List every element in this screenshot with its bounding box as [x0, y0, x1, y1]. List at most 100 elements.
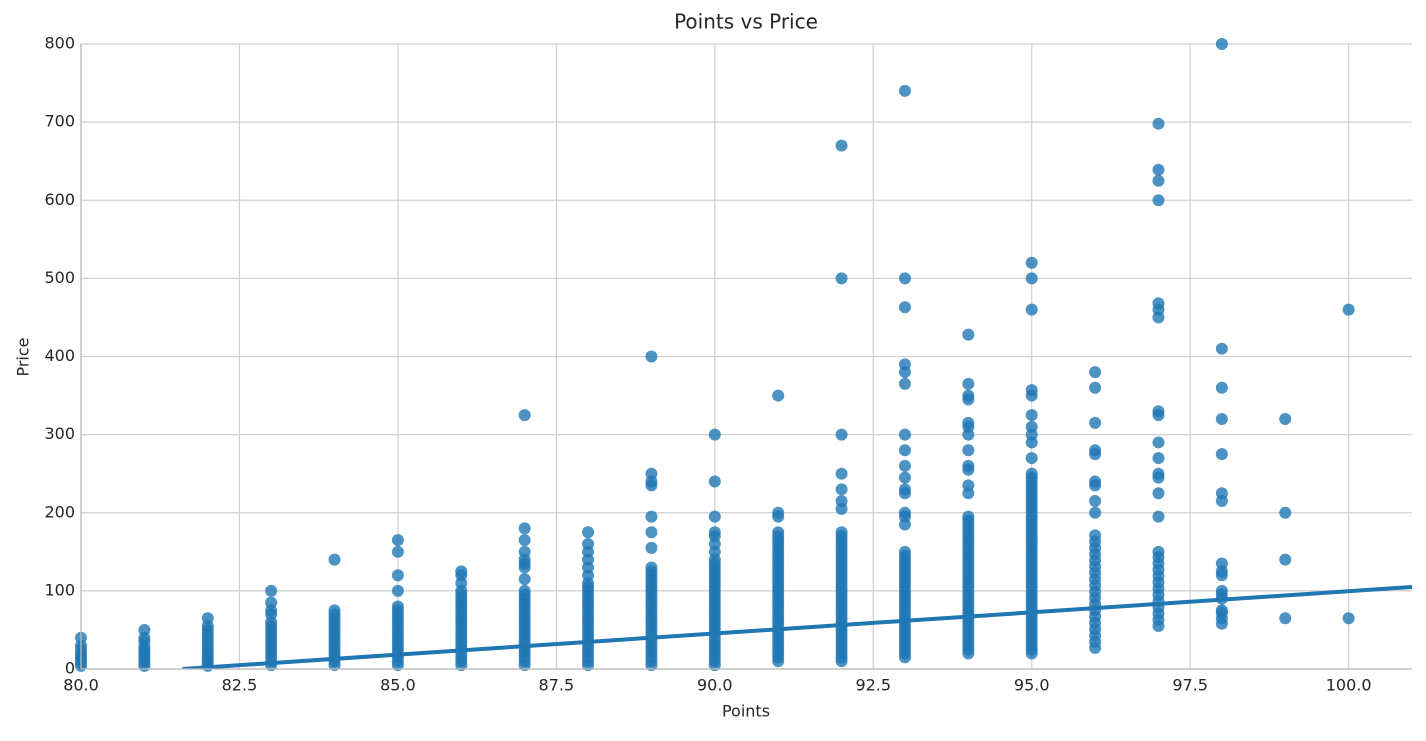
point — [898, 459, 911, 472]
point — [391, 534, 404, 547]
point — [1215, 584, 1228, 597]
y-tick-label: 200 — [44, 502, 75, 521]
point — [518, 409, 531, 422]
point — [962, 479, 975, 492]
point — [328, 553, 341, 566]
point — [1089, 475, 1102, 488]
point — [1152, 452, 1165, 465]
point — [835, 428, 848, 441]
point — [962, 510, 975, 523]
point — [898, 377, 911, 390]
x-tick-label: 97.5 — [1172, 676, 1208, 695]
point — [962, 444, 975, 457]
point — [708, 428, 721, 441]
point — [645, 561, 658, 574]
point — [1215, 448, 1228, 461]
point — [1089, 529, 1102, 542]
point — [962, 328, 975, 341]
point — [138, 623, 151, 636]
y-tick-label: 800 — [44, 34, 75, 53]
point — [518, 573, 531, 586]
point — [898, 506, 911, 519]
point — [1025, 452, 1038, 465]
x-tick-label: 85.0 — [380, 676, 416, 695]
point — [1215, 38, 1228, 50]
point — [1152, 545, 1165, 558]
point — [962, 416, 975, 429]
point — [645, 526, 658, 539]
point — [898, 84, 911, 97]
point — [1342, 612, 1355, 625]
chart-title: Points vs Price — [674, 10, 818, 34]
point — [898, 483, 911, 496]
x-tick-label: 92.5 — [855, 676, 891, 695]
y-tick-label: 400 — [44, 346, 75, 365]
point — [1089, 416, 1102, 429]
x-tick-label: 87.5 — [539, 676, 575, 695]
point — [898, 301, 911, 314]
x-tick-label: 95.0 — [1014, 676, 1050, 695]
point — [835, 483, 848, 496]
point — [835, 272, 848, 285]
point — [1215, 557, 1228, 570]
point — [1089, 444, 1102, 457]
point — [772, 506, 785, 519]
point — [962, 459, 975, 472]
y-axis-label: Price — [14, 337, 33, 376]
y-tick-label: 100 — [44, 580, 75, 599]
point — [391, 569, 404, 582]
point — [455, 565, 468, 578]
point — [1215, 487, 1228, 500]
point — [645, 467, 658, 480]
point — [1025, 303, 1038, 316]
point — [835, 139, 848, 152]
point — [708, 526, 721, 539]
point — [582, 526, 595, 539]
x-tick-label: 90.0 — [697, 676, 733, 695]
point — [1152, 297, 1165, 310]
point — [1215, 413, 1228, 425]
point — [582, 538, 595, 550]
point — [1089, 381, 1102, 394]
point — [1089, 506, 1102, 519]
point — [1279, 413, 1292, 425]
point — [201, 612, 214, 625]
point — [1152, 194, 1165, 207]
point — [708, 510, 721, 523]
point — [898, 444, 911, 457]
point — [1279, 553, 1292, 566]
x-tick-label: 80.0 — [63, 676, 99, 695]
y-tick-label: 500 — [44, 268, 75, 287]
point — [391, 545, 404, 558]
point — [898, 272, 911, 285]
point — [772, 526, 785, 539]
regression-line — [182, 584, 1412, 669]
grid — [80, 43, 1412, 670]
x-tick-label: 82.5 — [222, 676, 258, 695]
point — [1025, 272, 1038, 285]
point — [1025, 409, 1038, 422]
point — [962, 389, 975, 402]
point — [835, 526, 848, 539]
point — [265, 584, 278, 597]
point — [391, 600, 404, 613]
point — [265, 596, 278, 609]
point — [1215, 342, 1228, 355]
y-tick-label: 600 — [44, 190, 75, 209]
point — [518, 534, 531, 547]
x-axis-label: Points — [722, 702, 770, 721]
point — [835, 467, 848, 480]
point — [898, 471, 911, 484]
points — [75, 38, 1412, 672]
point — [645, 510, 658, 523]
point — [1025, 467, 1038, 480]
point — [898, 358, 911, 371]
point — [1025, 384, 1038, 397]
y-tick-label: 300 — [44, 424, 75, 443]
point — [518, 522, 531, 535]
point — [518, 584, 531, 597]
point — [1025, 420, 1038, 433]
point — [835, 495, 848, 508]
point — [1152, 405, 1165, 418]
